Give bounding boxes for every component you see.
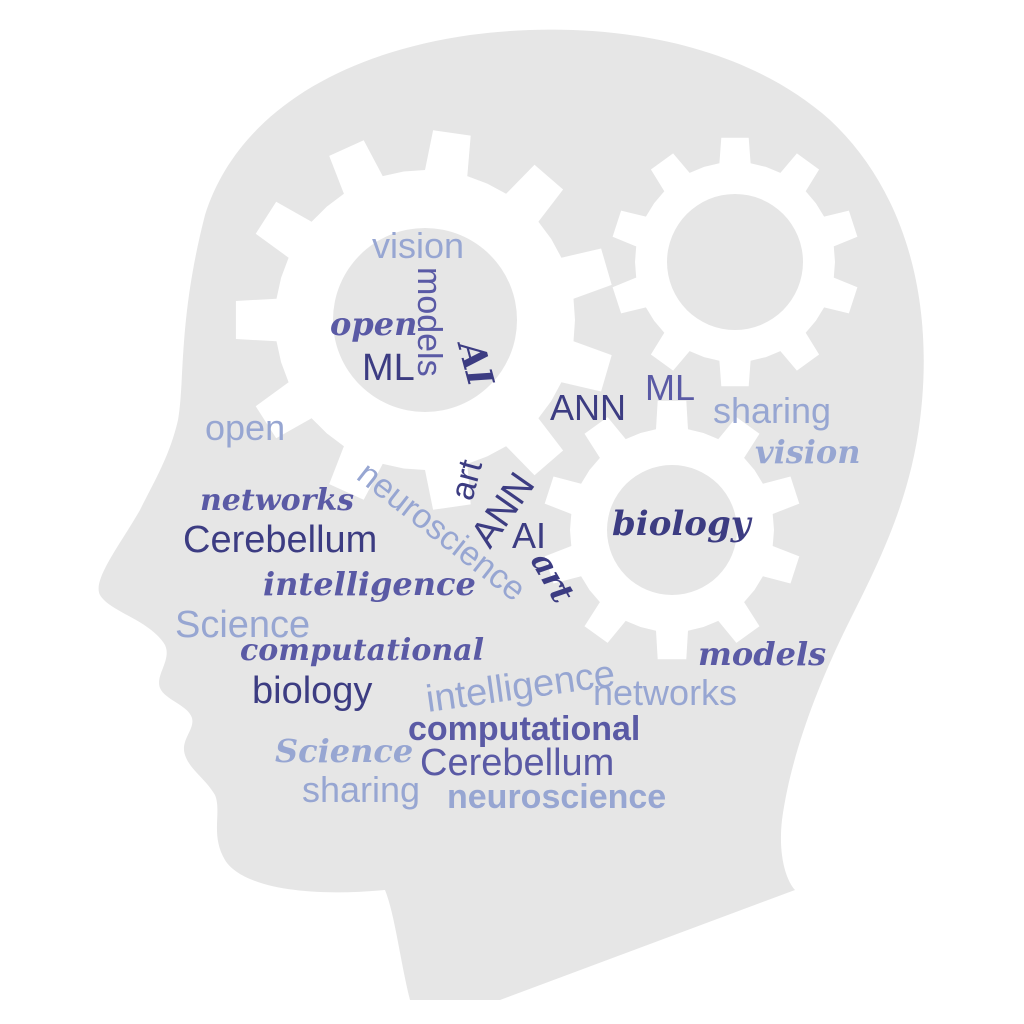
word-ann-top: ANN: [550, 387, 626, 428]
word-sharing-bottom: sharing: [302, 769, 420, 810]
word-open-script: open: [330, 305, 417, 343]
word-ml-gear: ML: [362, 347, 415, 389]
word-intelligence-script: intelligence: [263, 565, 476, 603]
word-models-script: models: [698, 635, 826, 673]
word-ai-mid: AI: [512, 515, 546, 556]
word-networks-right: networks: [593, 672, 737, 713]
gear-lower-right-icon: [544, 400, 800, 660]
word-vision-script: vision: [755, 433, 861, 471]
word-neuroscience-bottom: neuroscience: [447, 778, 666, 816]
word-cerebellum-bottom: Cerebellum: [420, 742, 614, 784]
word-models-vertical: models: [410, 267, 448, 377]
word-open-left: open: [205, 407, 285, 448]
word-biology-script: biology: [612, 504, 753, 544]
word-science-script: Science: [275, 732, 413, 770]
word-networks-script: networks: [200, 483, 354, 518]
word-cerebellum-left: Cerebellum: [183, 519, 377, 561]
gear-large-icon: [235, 130, 612, 510]
word-vision-top: vision: [372, 225, 464, 266]
word-sharing-right: sharing: [713, 390, 831, 431]
word-computational-script: computational: [240, 633, 484, 668]
word-ml-top: ML: [645, 367, 695, 408]
word-computational-bold: computational: [408, 710, 640, 748]
word-biology-mid: biology: [252, 670, 372, 712]
word-science-left: Science: [175, 604, 310, 646]
gear-top-right-icon: [612, 137, 858, 387]
